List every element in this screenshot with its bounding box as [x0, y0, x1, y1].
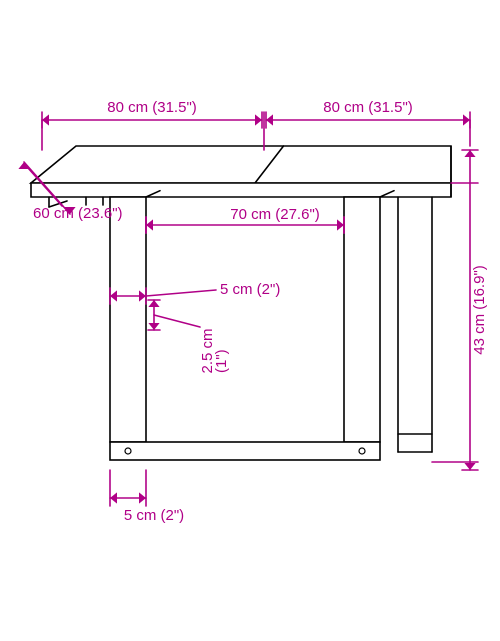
- dim-label: 43 cm (16.9"): [471, 265, 488, 355]
- dim-vertical: 43 cm (16.9"): [462, 150, 488, 470]
- dim-label: 70 cm (27.6"): [230, 206, 320, 223]
- dim-label: 5 cm (2"): [220, 281, 280, 298]
- dim-horizontal: 80 cm (31.5"): [42, 99, 262, 128]
- dim-label: 60 cm (23.6"): [33, 205, 123, 222]
- dim-label: (1"): [213, 349, 230, 373]
- dim-5-foot: 5 cm (2"): [110, 470, 184, 524]
- dim-label: 80 cm (31.5"): [323, 99, 413, 116]
- dim-horizontal: 80 cm (31.5"): [266, 99, 470, 128]
- dimension-drawing: 80 cm (31.5") 80 cm (31.5") 60 cm (23.6") 7…: [0, 0, 500, 641]
- dim-label: 80 cm (31.5"): [107, 99, 197, 116]
- dim-label: 5 cm (2"): [124, 507, 184, 524]
- dim-25: 2.5 cm(1"): [148, 300, 230, 374]
- table-top: [31, 146, 451, 207]
